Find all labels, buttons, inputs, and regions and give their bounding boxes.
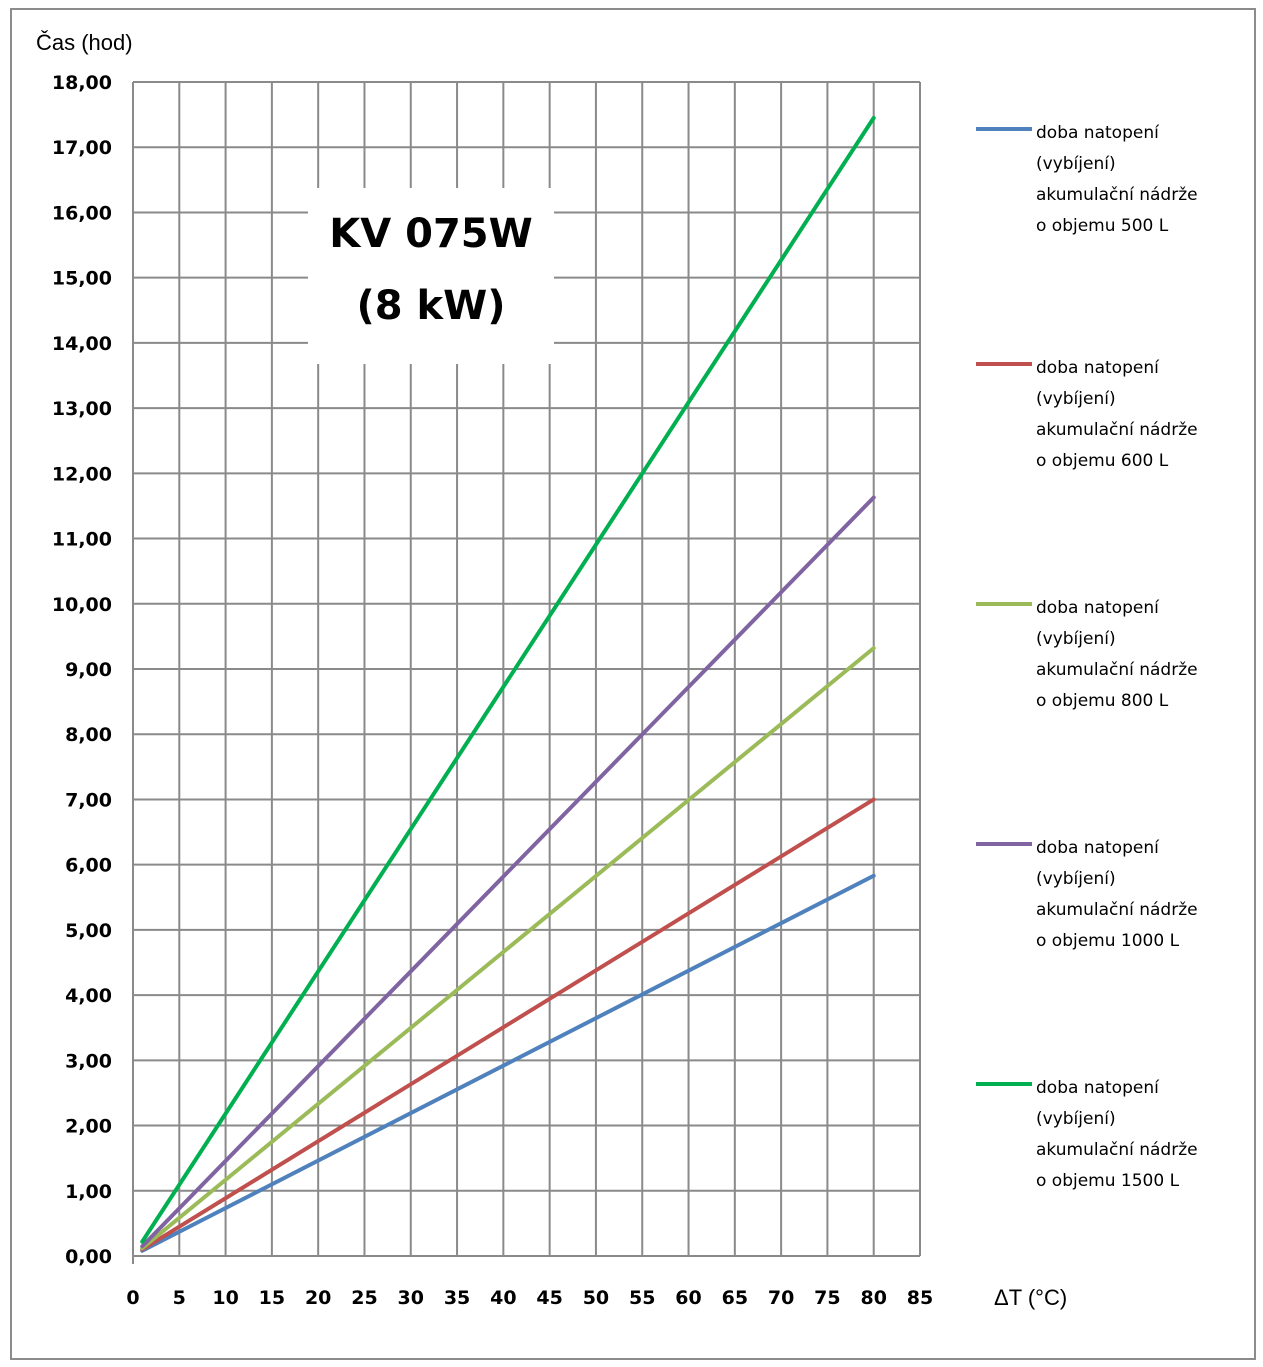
series-line-5	[140, 115, 876, 1244]
legend-label: doba natopení (vybíjení) akumulační nádr…	[1036, 838, 1198, 951]
series-lines	[140, 115, 876, 1253]
y-tick-label: 12,00	[52, 463, 112, 485]
legend-label: doba natopení (vybíjení) akumulační nádr…	[1036, 358, 1198, 471]
axes	[132, 82, 920, 1264]
x-tick-label: 60	[675, 1287, 701, 1309]
x-tick-label: 80	[860, 1287, 886, 1309]
x-axis-label: ΔT (°C)	[994, 1285, 1068, 1310]
chart-title-line-1: KV 075W	[329, 211, 533, 257]
legend-swatch	[976, 362, 1032, 366]
x-tick-label: 75	[814, 1287, 840, 1309]
y-tick-label: 2,00	[65, 1116, 112, 1138]
legend-label: doba natopení (vybíjení) akumulační nádr…	[1036, 123, 1198, 236]
x-tick-label: 30	[398, 1287, 424, 1309]
y-tick-label: 10,00	[52, 594, 112, 616]
legend-swatch	[976, 127, 1032, 131]
x-tick-label: 40	[490, 1287, 516, 1309]
y-tick-label: 13,00	[52, 398, 112, 420]
x-tick-label: 0	[126, 1287, 139, 1309]
x-tick-label: 5	[173, 1287, 186, 1309]
x-tick-label: 65	[722, 1287, 748, 1309]
series-line-1	[140, 873, 876, 1253]
x-tick-label: 70	[768, 1287, 794, 1309]
x-tick-label: 35	[444, 1287, 470, 1309]
x-tick-label: 55	[629, 1287, 655, 1309]
x-tick-label: 85	[907, 1287, 933, 1309]
x-tick-label: 20	[305, 1287, 331, 1309]
legend-swatch	[976, 1082, 1032, 1086]
x-tick-label: 45	[536, 1287, 562, 1309]
y-tick-label: 4,00	[65, 985, 112, 1007]
y-tick-label: 18,00	[52, 72, 112, 94]
series-line-4	[140, 495, 876, 1249]
y-tick-label: 9,00	[65, 659, 112, 681]
legend-swatch	[976, 602, 1032, 606]
y-tick-label: 1,00	[65, 1181, 112, 1203]
y-tick-label: 17,00	[52, 137, 112, 159]
x-tick-label: 50	[583, 1287, 609, 1309]
y-tick-label: 0,00	[65, 1246, 112, 1268]
series-line-2	[140, 797, 876, 1252]
y-tick-label: 7,00	[65, 789, 112, 811]
series-line-3	[140, 646, 876, 1251]
x-tick-labels: 0 5 10 15 20 25 30 35 40 45 50 55 60 65 70 75 80 85	[126, 1287, 933, 1309]
x-tick-label: 15	[259, 1287, 285, 1309]
y-tick-label: 6,00	[65, 855, 112, 877]
y-tick-labels: 0,00 1,00 2,00 3,00 4,00 5,00 6,00 7,00 8,00 9,00…	[52, 72, 112, 1268]
y-axis-label: Čas (hod)	[36, 30, 133, 55]
chart-title: KV 075W (8 kW)	[308, 188, 554, 364]
legend-label: doba natopení (vybíjení) akumulační nádr…	[1036, 598, 1198, 711]
y-tick-label: 14,00	[52, 333, 112, 355]
y-tick-label: 3,00	[65, 1050, 112, 1072]
chart-title-line-2: (8 kW)	[356, 283, 506, 329]
y-tick-label: 11,00	[52, 529, 112, 551]
y-tick-label: 8,00	[65, 724, 112, 746]
y-tick-label: 5,00	[65, 920, 112, 942]
chart-frame	[10, 8, 1256, 1360]
legend-swatch	[976, 842, 1032, 846]
legend-label: doba natopení (vybíjení) akumulační nádr…	[1036, 1078, 1198, 1191]
x-tick-label: 25	[351, 1287, 377, 1309]
y-tick-label: 16,00	[52, 202, 112, 224]
x-tick-label: 10	[212, 1287, 238, 1309]
y-tick-label: 15,00	[52, 268, 112, 290]
